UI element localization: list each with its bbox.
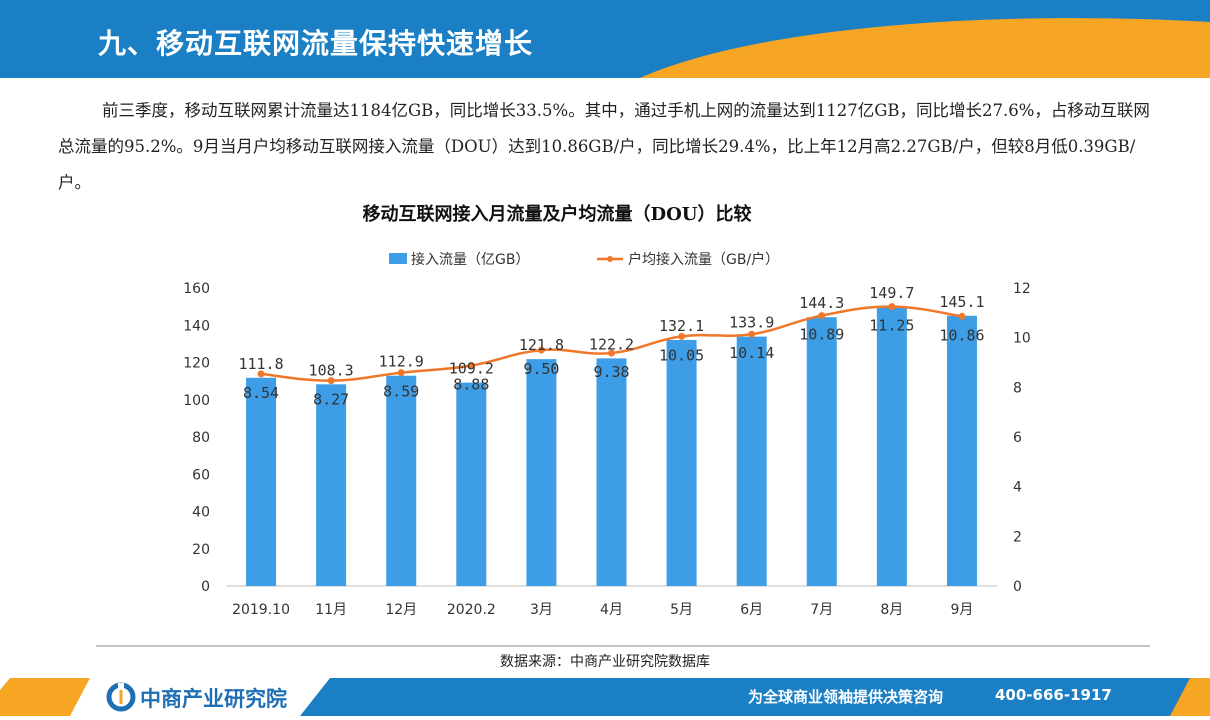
line-point: [888, 303, 896, 311]
bar: [736, 336, 767, 586]
legend-bar-swatch: [389, 253, 407, 264]
line-value-label: 9.38: [593, 363, 629, 381]
chart: 移动互联网接入月流量及户均流量（DOU）比较 接入流量（亿GB） 户均接入流量（…: [183, 203, 1031, 618]
bar: [386, 375, 417, 586]
intro-text: 前三季度，移动互联网累计流量达1184亿GB，同比增长33.5%。其中，通过手机…: [58, 101, 1150, 192]
y-right-tick-label: 4: [1013, 480, 1022, 496]
bar: [876, 307, 907, 586]
bar: [806, 317, 837, 586]
line-value-label: 8.54: [243, 384, 279, 402]
line-point: [958, 312, 966, 320]
line-value-label: 10.89: [799, 326, 844, 344]
intro-paragraph: 前三季度，移动互联网累计流量达1184亿GB，同比增长33.5%。其中，通过手机…: [58, 93, 1158, 201]
bar-value-label: 109.2: [449, 360, 494, 378]
y-left-tick-label: 40: [192, 505, 210, 521]
x-tick-label: 4月: [600, 602, 623, 618]
data-labels: 111.8 108.3 112.9 109.2 121.8 122.2 132.1 133.9…: [238, 284, 984, 408]
line-value-label: 8.59: [383, 383, 419, 401]
bar-value-label: 149.7: [869, 284, 914, 302]
chart-title: 移动互联网接入月流量及户均流量（DOU）比较: [363, 203, 752, 225]
line-point: [257, 370, 265, 378]
x-tick-label: 7月: [810, 602, 833, 618]
line-point: [608, 349, 615, 357]
bar-value-label: 111.8: [238, 355, 283, 373]
header-background: [0, 0, 1210, 78]
slogan: 为全球商业领袖提供决策咨询: [748, 688, 944, 706]
bar-value-label: 121.8: [519, 336, 564, 354]
x-tick-label: 9月: [950, 602, 973, 618]
y-left-tick-label: 0: [201, 579, 210, 595]
data-source: 数据来源：中商产业研究院数据库: [500, 654, 710, 670]
y-left-tick-label: 100: [183, 393, 210, 409]
line-value-label: 9.50: [523, 360, 559, 378]
line-value-label: 8.27: [313, 391, 349, 409]
line-point: [327, 377, 335, 385]
line-value-label: 10.14: [729, 344, 774, 362]
y-left-tick-label: 20: [192, 542, 210, 558]
bar-value-label: 145.1: [939, 293, 984, 311]
bar-value-label: 108.3: [309, 361, 354, 379]
logo-icon: [106, 682, 136, 712]
bottom-bar-background: [0, 678, 1210, 716]
bar: [666, 339, 697, 586]
line-series: [257, 303, 966, 385]
bar: [456, 382, 487, 586]
phone-number: 400-666-1917: [995, 686, 1112, 704]
page-title: 九、移动互联网流量保持快速增长: [98, 27, 534, 60]
bar-value-label: 133.9: [729, 314, 774, 332]
line-value-label: 10.86: [939, 326, 984, 344]
line-point: [818, 312, 826, 320]
y-right-tick-label: 6: [1013, 430, 1022, 446]
bar-series: [246, 307, 977, 586]
x-tick-label: 2020.2: [447, 602, 496, 618]
bottom-bar: [0, 678, 1210, 716]
bar: [596, 358, 627, 586]
line-value-label: 8.88: [453, 375, 489, 393]
bar: [946, 315, 977, 586]
bar: [316, 384, 347, 586]
x-tick-label: 12月: [385, 602, 417, 618]
y-right-tick-label: 0: [1013, 579, 1022, 595]
line-point: [397, 369, 405, 377]
y-left-tick-label: 80: [192, 430, 210, 446]
y-left-tick-label: 60: [192, 467, 210, 483]
legend-bar-label: 接入流量（亿GB）: [411, 251, 529, 268]
bar-value-label: 112.9: [379, 353, 424, 371]
bar-value-label: 144.3: [799, 294, 844, 312]
x-tick-label: 8月: [880, 602, 903, 618]
y-left-tick-label: 120: [183, 356, 210, 372]
x-tick-label: 2019.10: [232, 602, 290, 618]
y-right-tick-label: 8: [1013, 380, 1022, 396]
y-left-tick-label: 140: [183, 318, 210, 334]
footer-divider: [96, 645, 1150, 647]
line-value-label: 10.05: [659, 346, 704, 364]
line-point: [537, 346, 545, 354]
bar: [246, 377, 277, 586]
line-point: [467, 361, 475, 369]
bar: [526, 359, 557, 586]
y-right-tick-label: 12: [1013, 281, 1031, 297]
header-banner: 九、移动互联网流量保持快速增长: [0, 0, 1210, 78]
bar-value-label: 132.1: [659, 317, 704, 335]
x-tick-label: 11月: [315, 602, 347, 618]
bar-value-label: 122.2: [589, 335, 634, 353]
x-tick-label: 3月: [530, 602, 553, 618]
chart-legend: 接入流量（亿GB） 户均接入流量（GB/户）: [389, 251, 779, 268]
x-tick-label: 6月: [740, 602, 763, 618]
legend-line-label: 户均接入流量（GB/户）: [628, 251, 779, 268]
line-point: [748, 330, 756, 338]
y-left-tick-label: 160: [183, 281, 210, 297]
logo-text: 中商产业研究院: [140, 687, 287, 711]
y-right-tick-label: 2: [1013, 529, 1022, 545]
legend-line-marker: [607, 256, 613, 262]
line-point: [678, 332, 686, 340]
line-value-label: 11.25: [869, 317, 914, 335]
y-right-tick-label: 10: [1013, 331, 1031, 347]
x-tick-label: 5月: [670, 602, 693, 618]
